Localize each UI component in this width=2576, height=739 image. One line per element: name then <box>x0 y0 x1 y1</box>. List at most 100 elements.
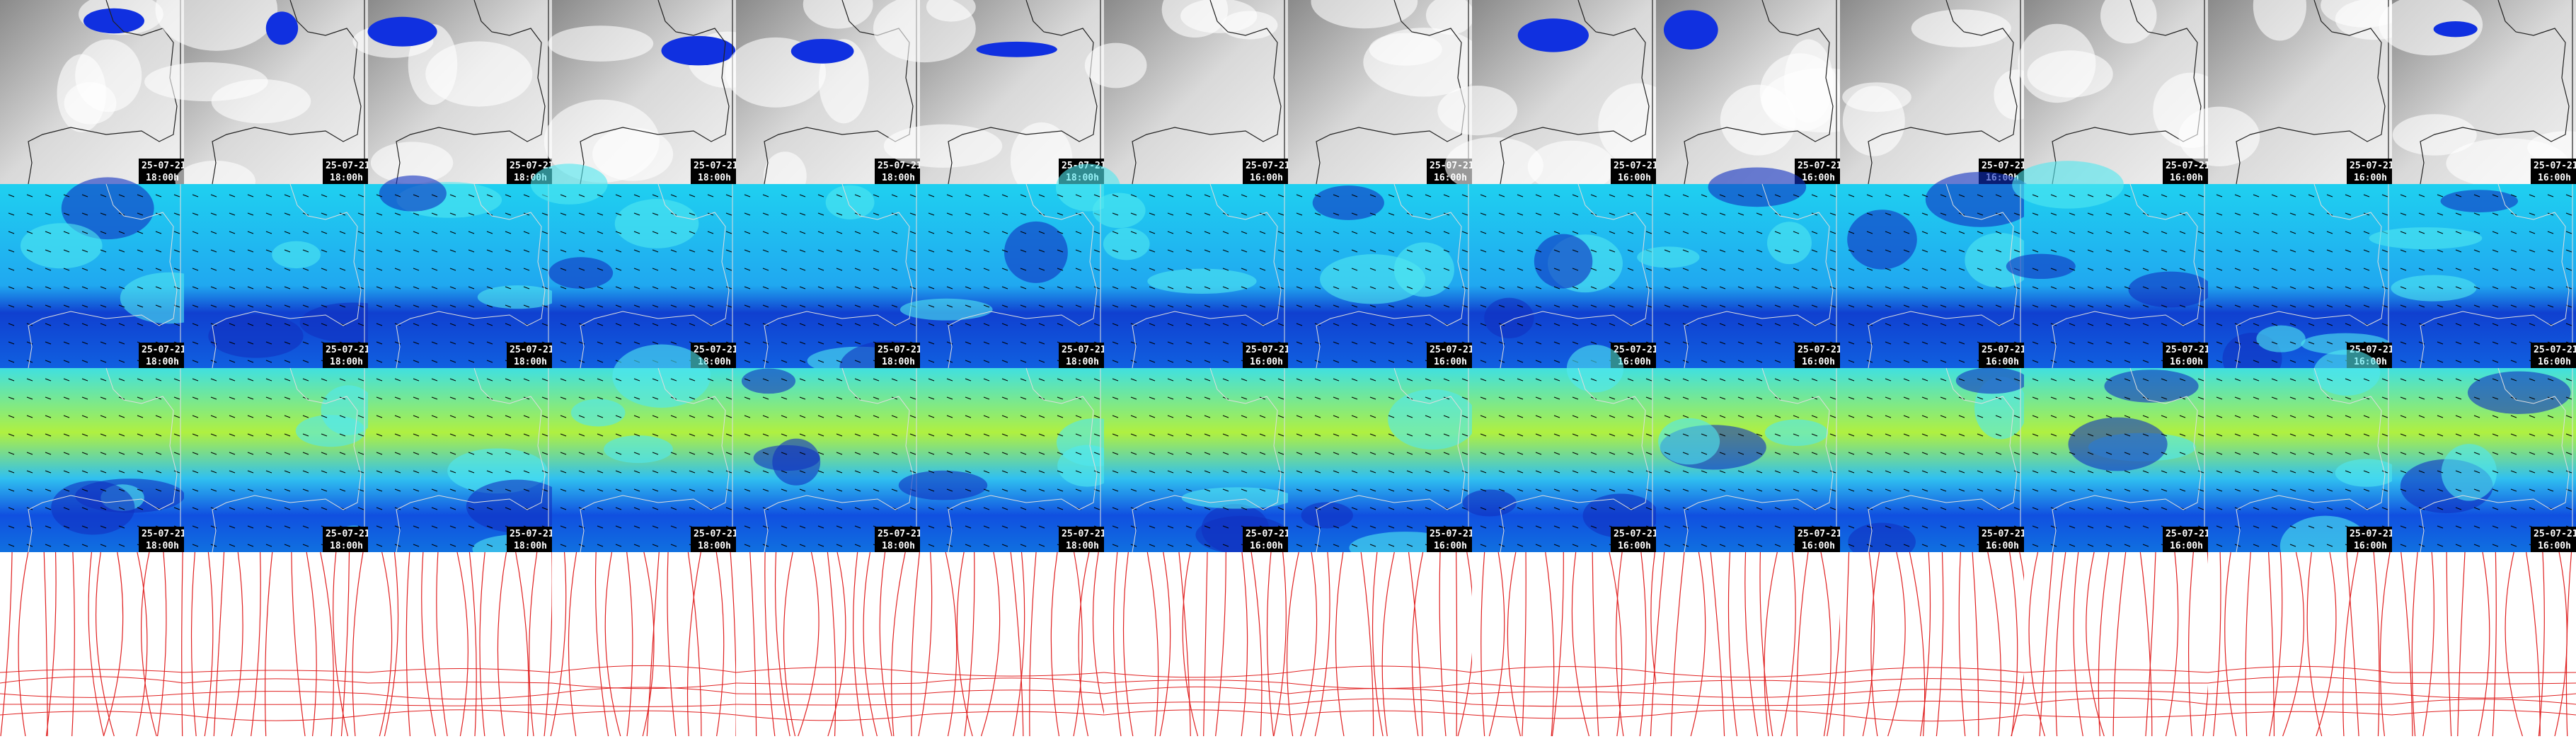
time-label: 18:00h <box>882 541 915 551</box>
time-label: 16:00h <box>1986 541 2019 551</box>
time-label: 16:00h <box>2354 173 2387 183</box>
tile-background <box>0 552 184 736</box>
date-label: 25-07-21 <box>1798 529 1842 539</box>
field-patch <box>899 471 987 500</box>
field-patch <box>1147 269 1256 294</box>
time-label: 18:00h <box>146 173 179 183</box>
map-tile: 25-07-21 16:00h <box>1637 167 1842 368</box>
field-patch <box>615 199 699 248</box>
time-label: 16:00h <box>1802 173 1835 183</box>
date-label: 25-07-21 <box>326 161 370 171</box>
cloud <box>884 125 1003 168</box>
time-label: 18:00h <box>330 357 363 367</box>
map-tile <box>1472 552 1667 736</box>
map-tile: 25-07-21 18:00h <box>900 164 1120 368</box>
cloud <box>2178 107 2260 166</box>
date-label: 25-07-21 <box>2534 161 2576 171</box>
tile-background <box>552 552 736 736</box>
field-patch <box>2313 350 2380 396</box>
field-patch <box>2012 161 2124 208</box>
time-label: 18:00h <box>146 541 179 551</box>
time-label: 18:00h <box>330 173 363 183</box>
time-label: 18:00h <box>882 357 915 367</box>
field-patch <box>548 257 613 289</box>
date-label: 25-07-21 <box>1430 345 1474 355</box>
map-tile <box>1287 552 1473 736</box>
tile-background <box>920 552 1104 736</box>
field-patch <box>21 223 103 268</box>
time-label: 18:00h <box>698 541 731 551</box>
map-tile <box>919 552 1110 736</box>
rain-cell <box>84 8 144 33</box>
field-patch <box>1637 246 1699 268</box>
cloud <box>1437 86 1517 135</box>
time-label: 16:00h <box>2170 541 2203 551</box>
rain-cell <box>368 17 437 47</box>
date-label: 25-07-21 <box>142 345 186 355</box>
field-patch <box>2128 272 2212 308</box>
cloud <box>1369 33 1442 66</box>
tile-background <box>1656 552 1840 736</box>
date-label: 25-07-21 <box>2350 529 2394 539</box>
tile-background <box>2024 552 2208 736</box>
field-patch <box>604 435 673 463</box>
field-patch <box>900 299 993 321</box>
time-label: 18:00h <box>1066 357 1099 367</box>
tile-background <box>2392 552 2576 736</box>
field-patch <box>1182 487 1294 508</box>
rain-cell <box>977 42 1057 57</box>
tile-background <box>368 552 552 736</box>
field-patch <box>1463 490 1517 517</box>
field-patch <box>1767 222 1812 264</box>
field-patch <box>2104 370 2198 403</box>
field-patch <box>1388 389 1477 449</box>
field-patch <box>2006 254 2076 279</box>
tile-background <box>736 184 920 368</box>
field-patch <box>531 164 608 205</box>
date-label: 25-07-21 <box>878 529 922 539</box>
date-label: 25-07-21 <box>1062 345 1106 355</box>
rain-cell <box>1518 18 1589 52</box>
tile-background <box>1656 184 1840 368</box>
date-label: 25-07-21 <box>1246 345 1290 355</box>
time-label: 18:00h <box>330 541 363 551</box>
rain-cell <box>1664 10 1718 50</box>
map-tile <box>0 552 184 736</box>
date-label: 25-07-21 <box>1982 161 2026 171</box>
field-patch <box>1301 502 1352 528</box>
cloud <box>425 41 532 106</box>
date-label: 25-07-21 <box>510 529 554 539</box>
date-label: 25-07-21 <box>2166 529 2210 539</box>
time-label: 18:00h <box>698 173 731 183</box>
field-patch <box>1658 418 1720 464</box>
date-label: 25-07-21 <box>1614 345 1658 355</box>
date-label: 25-07-21 <box>1798 345 1842 355</box>
date-label: 25-07-21 <box>1062 529 1106 539</box>
map-tile: 25-07-21 16:00h <box>1463 345 1659 552</box>
cloud <box>212 79 311 123</box>
time-label: 16:00h <box>1802 541 1835 551</box>
time-label: 16:00h <box>1250 173 1283 183</box>
time-label: 16:00h <box>1250 541 1283 551</box>
date-label: 25-07-21 <box>510 345 554 355</box>
map-tile: 25-07-21 16:00h <box>2024 368 2210 552</box>
tile-background <box>920 184 1104 368</box>
field-patch <box>1708 167 1807 207</box>
date-label: 25-07-21 <box>878 345 922 355</box>
date-label: 25-07-21 <box>326 345 370 355</box>
time-label: 16:00h <box>1618 541 1651 551</box>
map-tile: 25-07-21 16:00h <box>1656 368 1842 552</box>
cloud <box>1760 53 1840 132</box>
